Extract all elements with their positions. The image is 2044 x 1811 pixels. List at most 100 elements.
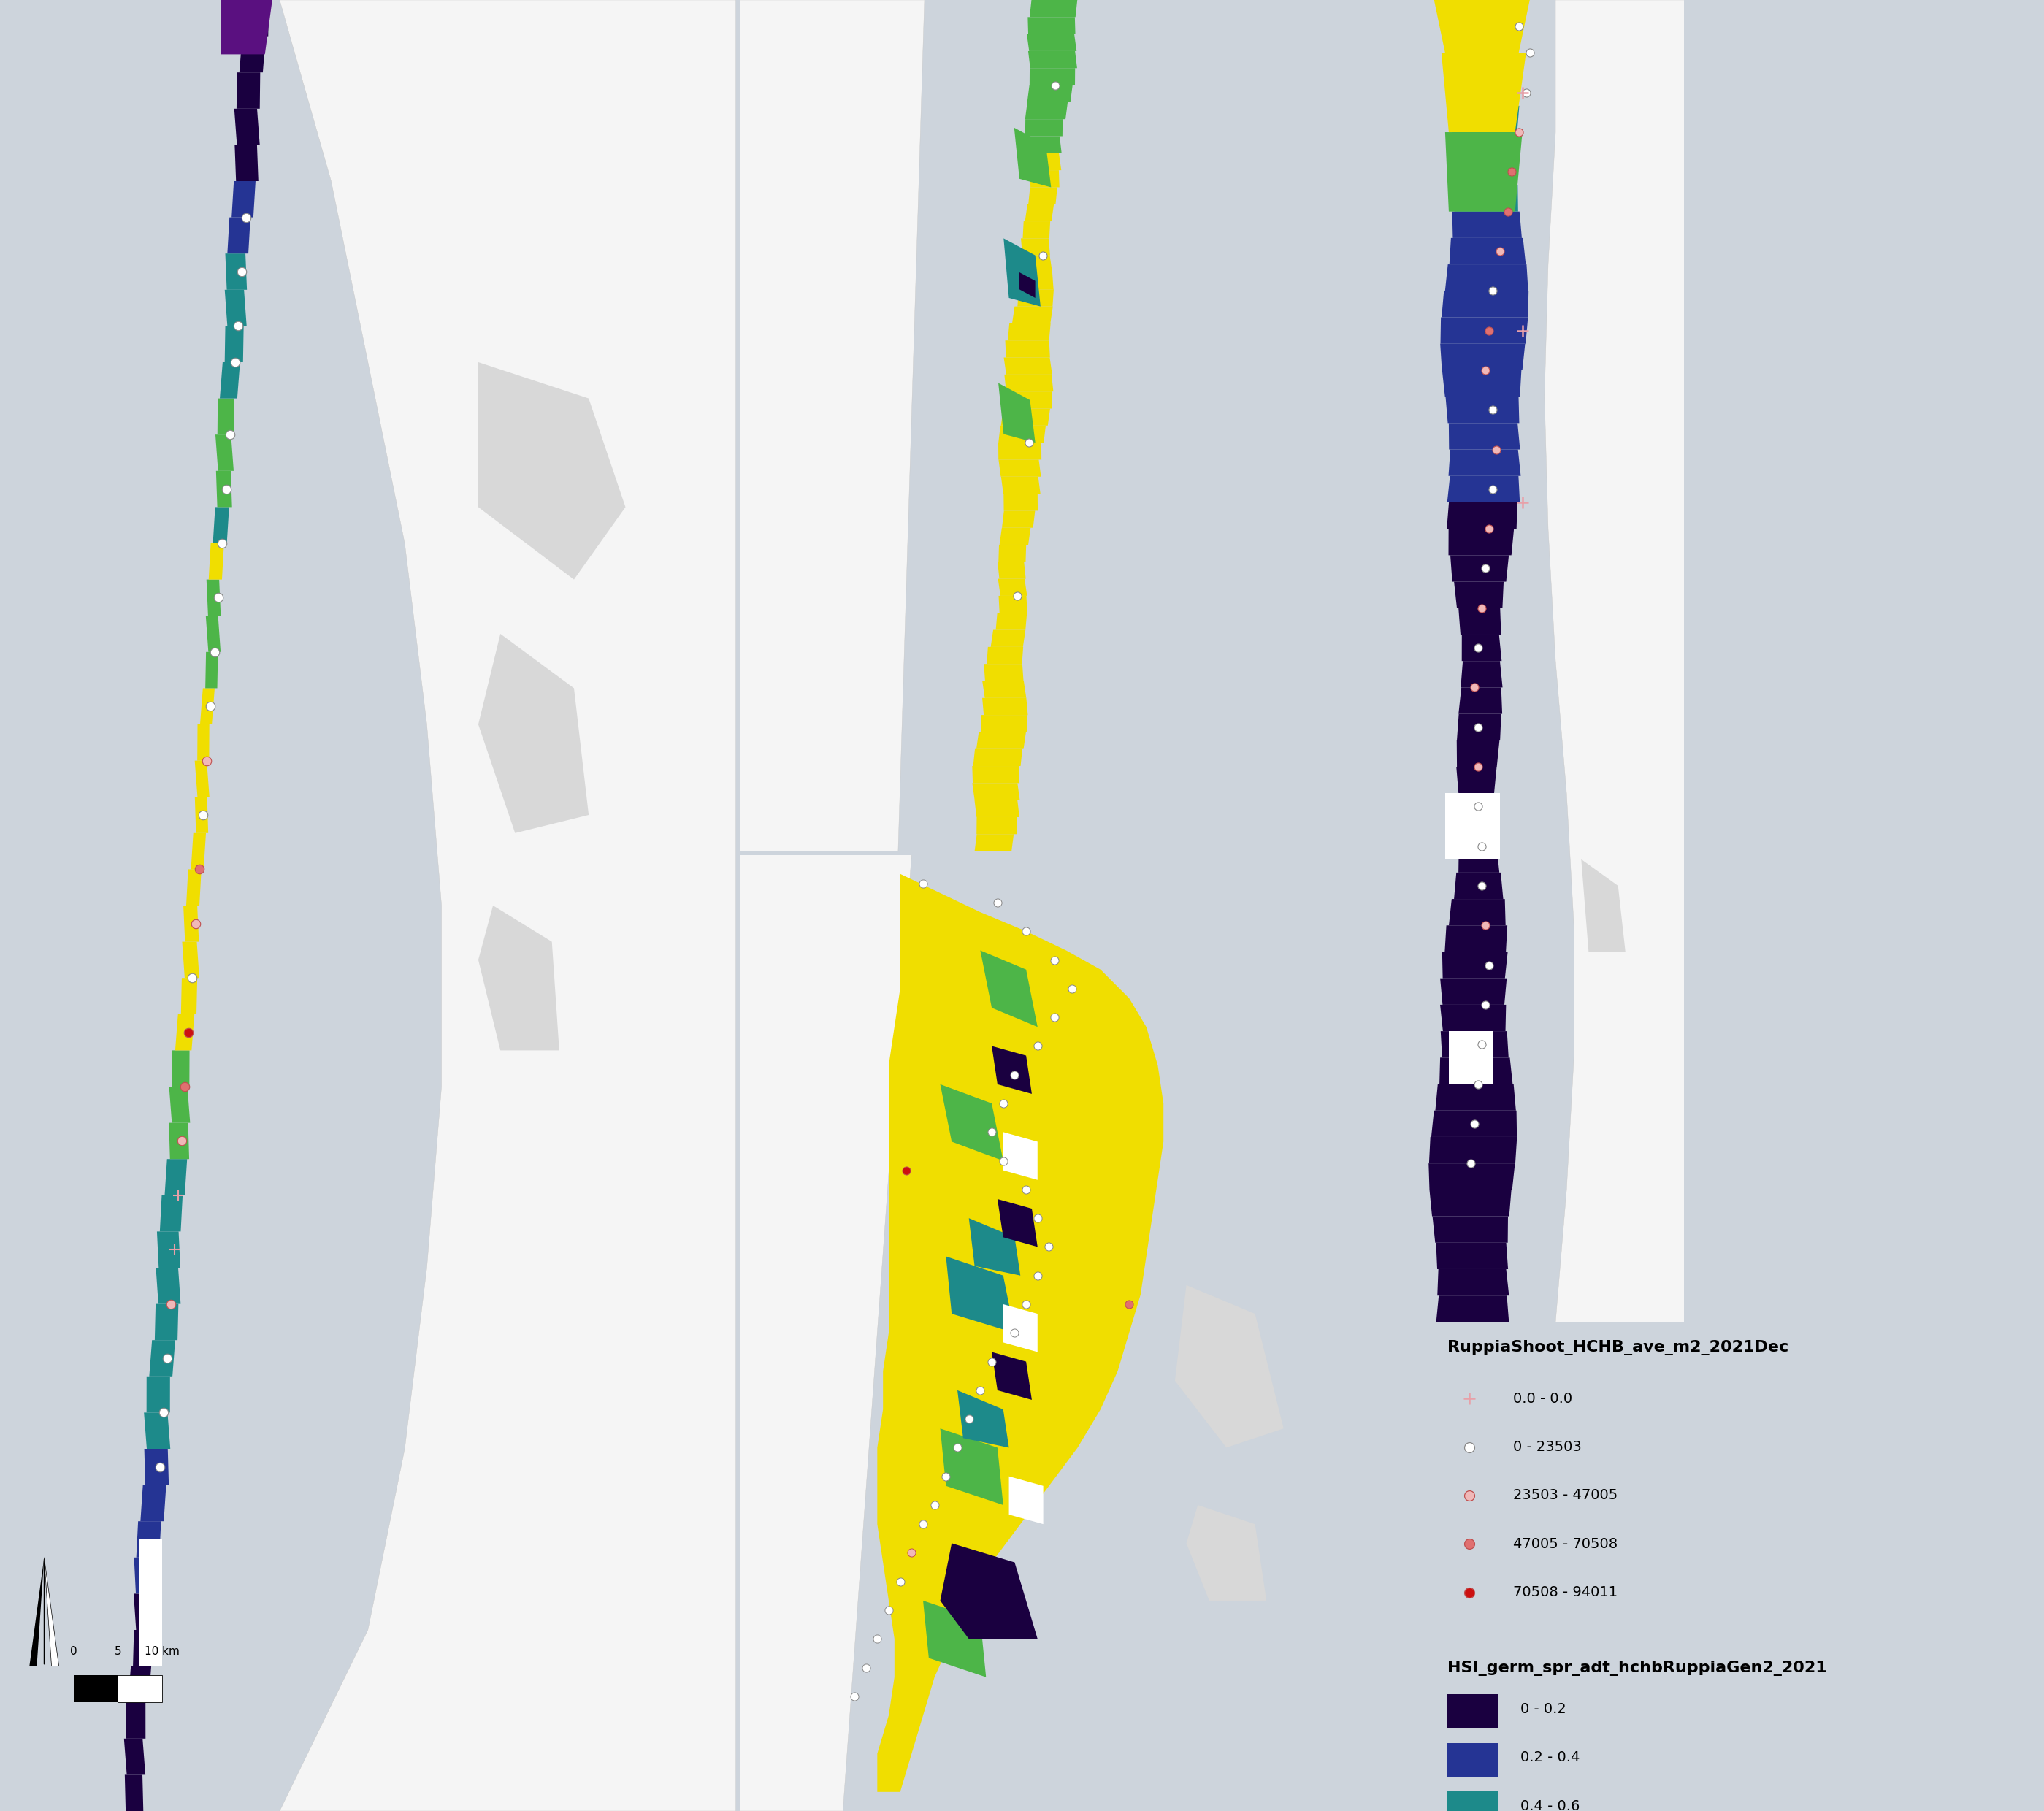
Polygon shape (1461, 634, 1502, 661)
Text: 0.2 - 0.4: 0.2 - 0.4 (1521, 1751, 1580, 1764)
Polygon shape (1028, 51, 1077, 69)
Polygon shape (1024, 205, 1055, 221)
Polygon shape (225, 290, 247, 326)
Polygon shape (1455, 766, 1496, 793)
Polygon shape (213, 507, 229, 543)
Polygon shape (1451, 159, 1519, 185)
Polygon shape (991, 1047, 1032, 1094)
Polygon shape (159, 1195, 182, 1231)
Polygon shape (1449, 237, 1525, 264)
Polygon shape (1441, 292, 1529, 317)
Polygon shape (1451, 212, 1523, 237)
Polygon shape (1453, 581, 1504, 608)
Polygon shape (1002, 409, 1051, 426)
Polygon shape (157, 1231, 180, 1268)
Polygon shape (245, 0, 268, 36)
Polygon shape (1012, 306, 1053, 324)
Polygon shape (1441, 53, 1527, 132)
Polygon shape (184, 906, 198, 942)
Polygon shape (125, 1775, 143, 1811)
Polygon shape (186, 869, 202, 906)
Polygon shape (1000, 527, 1030, 545)
Polygon shape (1002, 476, 1040, 494)
Polygon shape (1028, 187, 1057, 205)
Polygon shape (940, 1543, 1038, 1639)
Polygon shape (127, 1702, 145, 1739)
Polygon shape (1022, 221, 1051, 239)
Polygon shape (478, 634, 589, 833)
Polygon shape (1459, 846, 1500, 873)
Polygon shape (1014, 127, 1051, 187)
Polygon shape (1472, 0, 1508, 27)
Polygon shape (1441, 317, 1529, 344)
Polygon shape (1026, 101, 1067, 120)
Polygon shape (1449, 898, 1506, 925)
Polygon shape (1447, 476, 1521, 502)
Polygon shape (997, 561, 1026, 580)
Polygon shape (1026, 120, 1063, 136)
Polygon shape (1453, 132, 1519, 159)
Polygon shape (946, 1257, 1014, 1333)
Polygon shape (1441, 344, 1525, 369)
Polygon shape (1445, 925, 1506, 953)
Polygon shape (1459, 820, 1496, 846)
Polygon shape (217, 471, 233, 507)
Polygon shape (997, 426, 1047, 442)
Polygon shape (1429, 1137, 1517, 1163)
Polygon shape (1175, 1286, 1284, 1447)
Polygon shape (1545, 0, 1684, 1322)
Polygon shape (1437, 1270, 1508, 1295)
Polygon shape (1004, 357, 1053, 375)
Text: 0 - 0.2: 0 - 0.2 (1521, 1702, 1566, 1717)
Polygon shape (1004, 494, 1038, 511)
Bar (119, 1675, 161, 1702)
Polygon shape (206, 616, 221, 652)
Polygon shape (1449, 424, 1521, 449)
Polygon shape (997, 1199, 1038, 1246)
Polygon shape (135, 1557, 157, 1594)
Polygon shape (1441, 1030, 1508, 1058)
Polygon shape (208, 543, 225, 580)
Polygon shape (1435, 1085, 1517, 1110)
Polygon shape (997, 545, 1026, 561)
Polygon shape (215, 435, 233, 471)
Bar (1447, 1791, 1498, 1811)
Polygon shape (221, 0, 272, 54)
Polygon shape (997, 442, 1042, 460)
Polygon shape (983, 681, 1026, 697)
Polygon shape (1010, 1476, 1042, 1525)
Polygon shape (983, 697, 1028, 715)
Polygon shape (1008, 324, 1051, 340)
Polygon shape (1447, 502, 1517, 529)
Polygon shape (133, 1594, 157, 1630)
Polygon shape (1026, 34, 1077, 51)
Polygon shape (1186, 1505, 1267, 1601)
Polygon shape (1018, 290, 1055, 306)
Polygon shape (1429, 1190, 1511, 1217)
Polygon shape (1461, 661, 1502, 688)
Polygon shape (225, 326, 243, 362)
Polygon shape (1429, 1163, 1515, 1190)
Polygon shape (1453, 873, 1502, 898)
Polygon shape (1443, 369, 1521, 397)
Polygon shape (1004, 375, 1053, 391)
Polygon shape (149, 1340, 176, 1376)
Polygon shape (1441, 978, 1506, 1005)
Polygon shape (1020, 239, 1051, 255)
Polygon shape (1445, 264, 1529, 292)
Polygon shape (1437, 1242, 1508, 1270)
Polygon shape (1457, 714, 1500, 741)
Polygon shape (1020, 272, 1034, 297)
Polygon shape (29, 1557, 45, 1666)
Polygon shape (977, 817, 1016, 835)
Polygon shape (1464, 53, 1517, 80)
Polygon shape (1004, 1132, 1038, 1181)
Bar (1447, 1695, 1498, 1728)
Polygon shape (1457, 793, 1494, 820)
Polygon shape (983, 665, 1024, 681)
Polygon shape (182, 978, 198, 1014)
Polygon shape (1582, 858, 1625, 953)
Polygon shape (147, 1376, 170, 1413)
Polygon shape (166, 1159, 188, 1195)
Polygon shape (1468, 27, 1513, 53)
